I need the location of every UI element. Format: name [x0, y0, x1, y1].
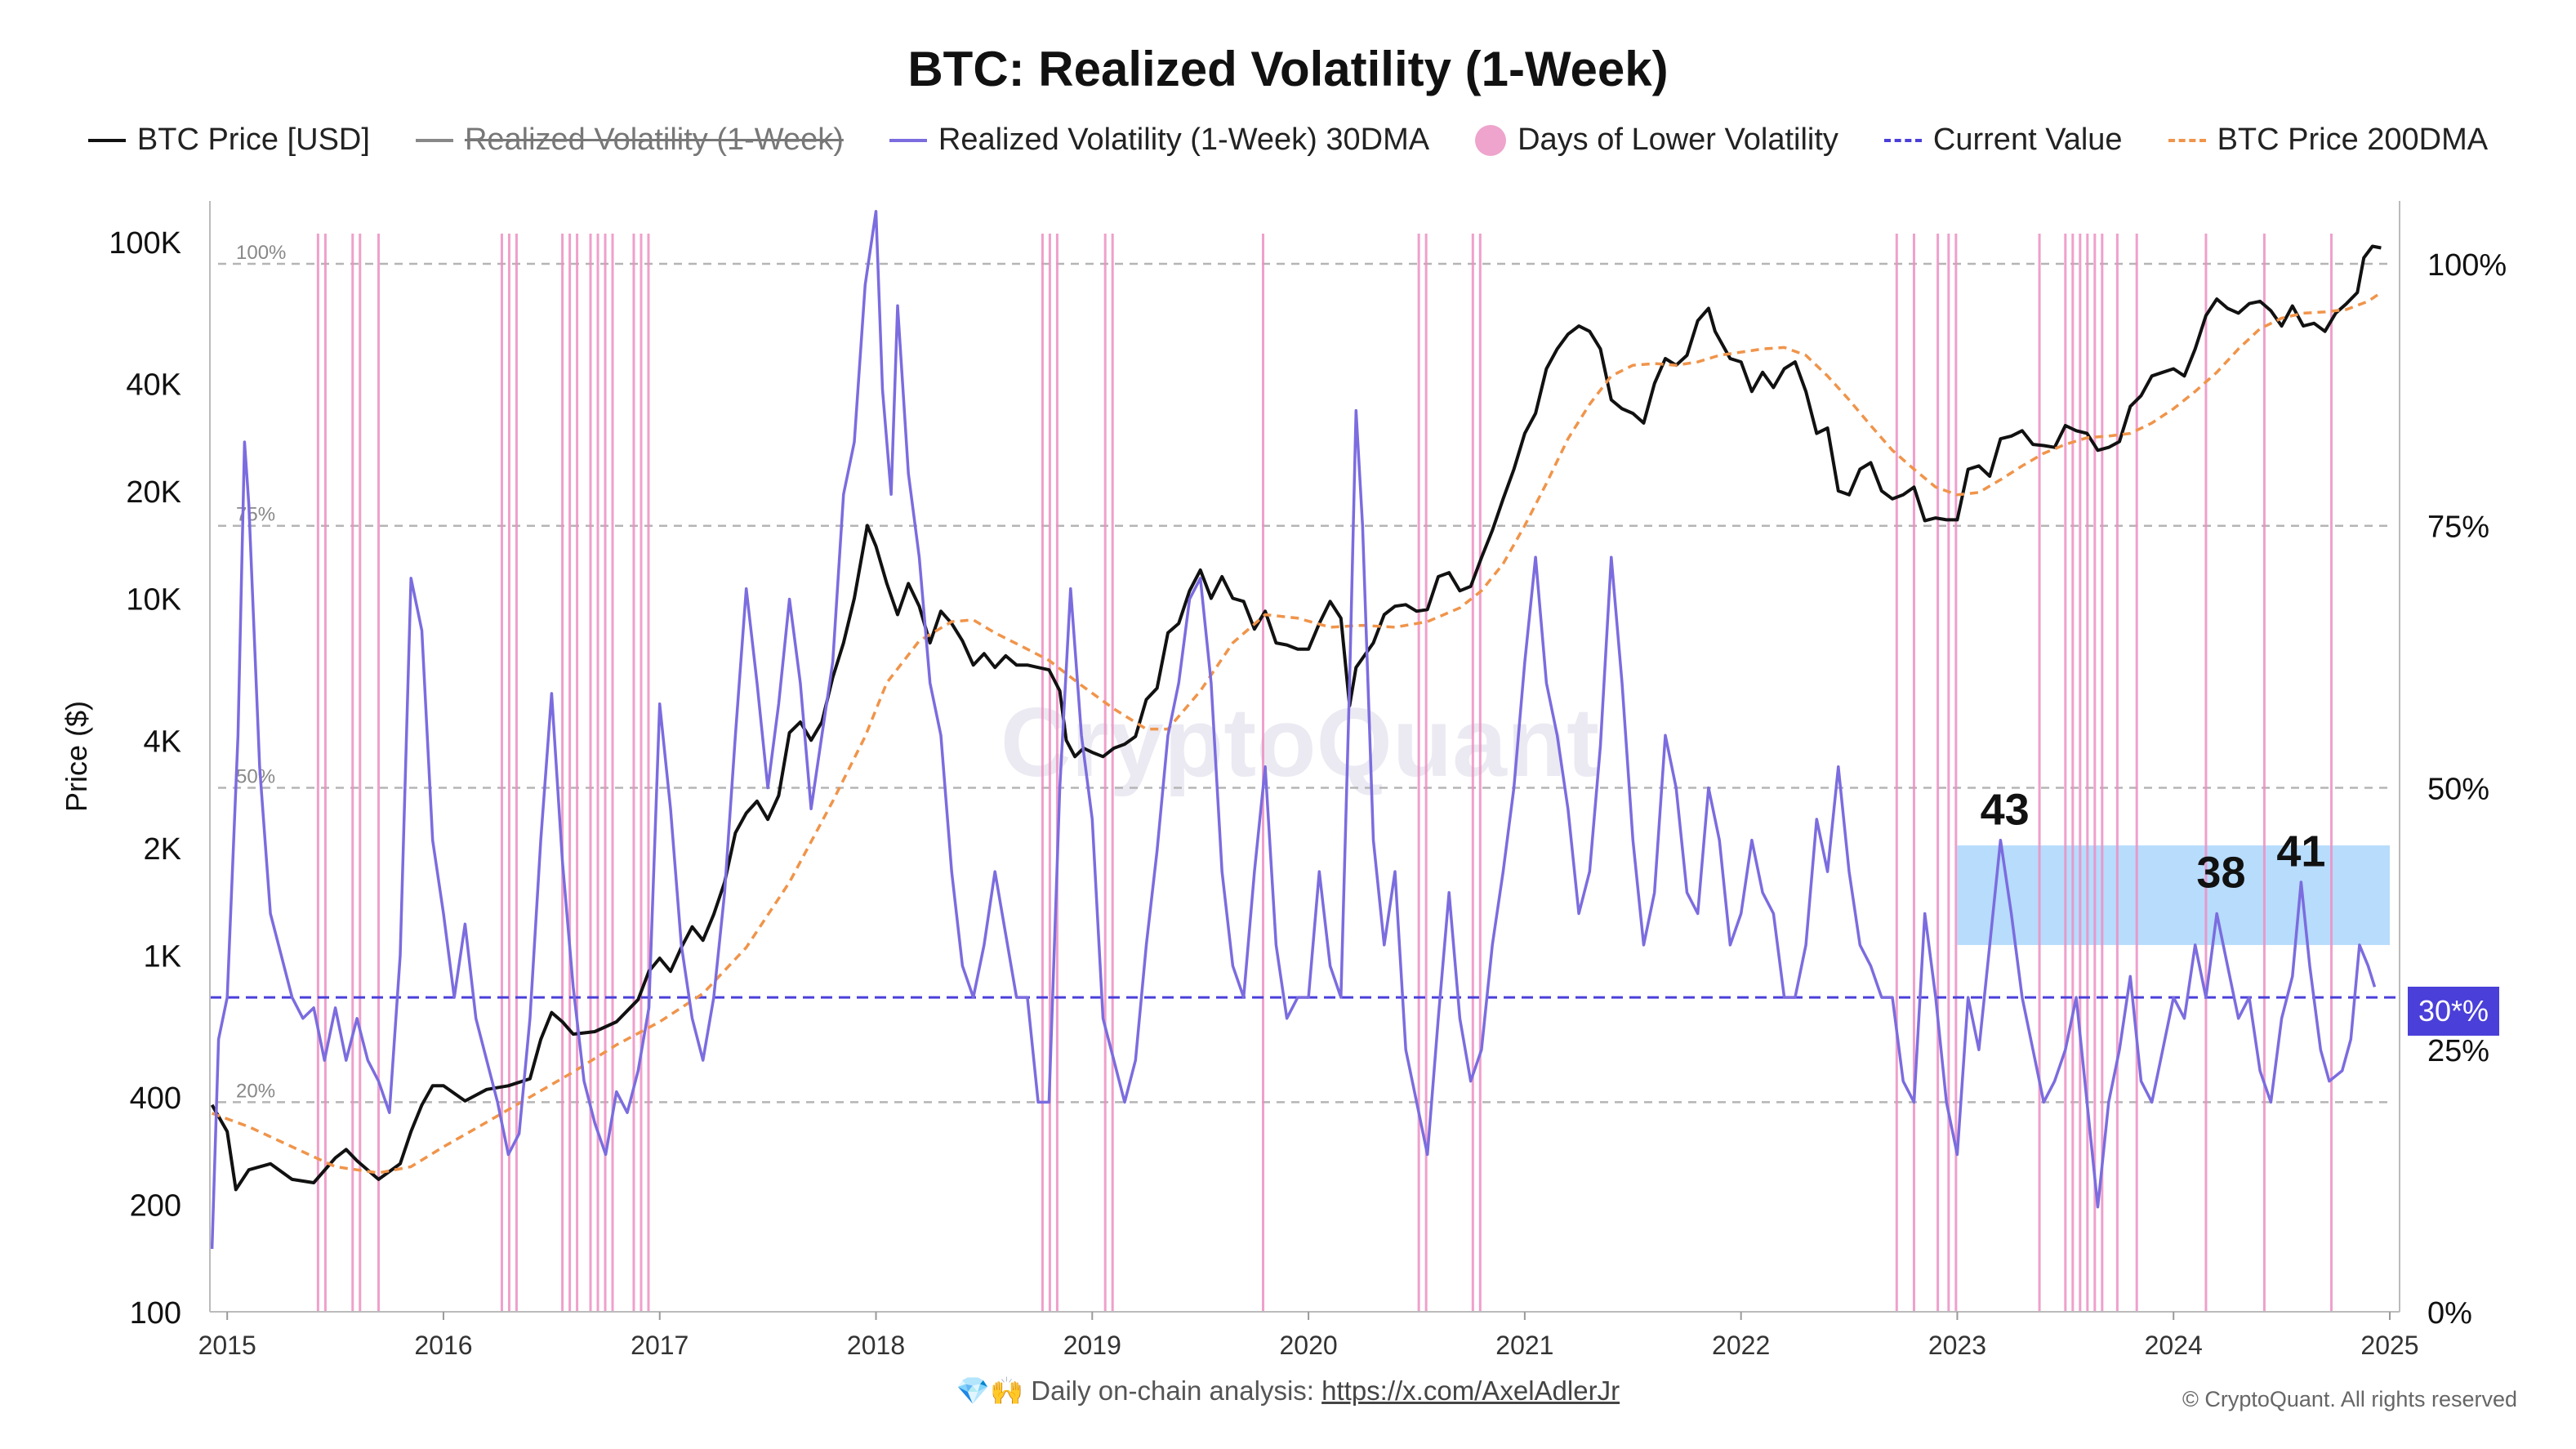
- chart-title: BTC: Realized Volatility (1-Week): [907, 42, 1669, 96]
- y-left-tick-label: 100: [130, 1296, 181, 1331]
- annotation-layer: 43 38 41: [1981, 785, 2326, 897]
- watermark: CryptoQuant: [1001, 688, 1599, 797]
- y-right-tick-label: 50%: [2427, 772, 2489, 806]
- x-tick-label: 2020: [1279, 1331, 1337, 1360]
- footer-link[interactable]: https://x.com/AxelAdlerJr: [1321, 1375, 1620, 1406]
- reference-line-label: 50%: [236, 765, 275, 787]
- y-left-tick-label: 1K: [144, 939, 181, 974]
- x-tick-label: 2016: [414, 1331, 472, 1360]
- y-left-tick-label: 100K: [109, 226, 181, 261]
- y-left-tick-label: 20K: [126, 475, 181, 510]
- legend-item-volatility-30dma[interactable]: Realized Volatility (1-Week) 30DMA: [889, 123, 1429, 158]
- x-tick-label: 2015: [198, 1331, 256, 1360]
- legend-swatch: [2168, 138, 2206, 142]
- legend-label: Realized Volatility (1-Week): [464, 123, 844, 157]
- y-left-tick-label: 2K: [144, 832, 181, 867]
- y-axis-label: Price ($): [60, 701, 93, 812]
- current-value-badge: 30*%: [2408, 987, 2499, 1036]
- highlight-band: [1957, 845, 2390, 945]
- btc-price-line: [210, 244, 2382, 1192]
- x-tick-label: 2022: [1712, 1331, 1770, 1360]
- legend-label: Days of Lower Volatility: [1518, 123, 1838, 157]
- axis-layer: 100 200 400 1K 2K 4K 10K 20K 40K 100K 0% 25% 50% 75% 1…: [60, 201, 2507, 1360]
- y-left-tick-label: 400: [130, 1081, 181, 1116]
- legend-swatch: [889, 138, 927, 142]
- annotation-label: 38: [2196, 848, 2245, 897]
- annotation-label: 41: [2276, 827, 2325, 876]
- legend-label: Realized Volatility (1-Week) 30DMA: [938, 123, 1430, 157]
- copyright: © CryptoQuant. All rights reserved: [2182, 1387, 2517, 1411]
- x-tick-label: 2025: [2360, 1331, 2418, 1360]
- legend-swatch: [87, 138, 126, 142]
- legend-label: BTC Price 200DMA: [2217, 123, 2489, 157]
- x-tick-label: 2023: [1928, 1331, 1986, 1360]
- y-right-tick-label: 0%: [2427, 1296, 2472, 1331]
- series-layer: [210, 210, 2400, 1250]
- legend: BTC Price [USD] Realized Volatility (1-W…: [0, 123, 2576, 158]
- legend-item-lower-volatility-days[interactable]: Days of Lower Volatility: [1475, 123, 1838, 158]
- x-tick-label: 2024: [2145, 1331, 2203, 1360]
- legend-label: BTC Price [USD]: [136, 123, 370, 157]
- y-right-tick-label: 75%: [2427, 510, 2489, 545]
- x-tick-label: 2018: [847, 1331, 905, 1360]
- legend-item-current-value[interactable]: Current Value: [1883, 123, 2123, 158]
- y-right-tick-label: 100%: [2427, 248, 2507, 283]
- legend-swatch: [415, 138, 453, 142]
- reference-line-label: 100%: [236, 242, 286, 264]
- y-left-tick-label: 200: [130, 1189, 181, 1224]
- x-tick-label: 2021: [1495, 1331, 1553, 1360]
- y-left-tick-label: 4K: [144, 724, 181, 759]
- legend-swatch: [1883, 138, 1922, 142]
- y-left-tick-label: 10K: [126, 583, 181, 617]
- annotation-label: 43: [1981, 785, 2030, 834]
- footer: 💎🙌 Daily on-chain analysis: https://x.co…: [0, 1375, 2576, 1407]
- volatility-30dma-line: [210, 210, 2377, 1250]
- legend-swatch: [1475, 124, 1507, 156]
- y-right-tick-label: 25%: [2427, 1034, 2489, 1068]
- highlight-band-layer: [1957, 845, 2390, 945]
- footer-text: Daily on-chain analysis:: [1031, 1375, 1314, 1406]
- reference-line-label: 20%: [236, 1080, 275, 1102]
- x-tick-label: 2019: [1063, 1331, 1121, 1360]
- legend-item-realized-volatility[interactable]: Realized Volatility (1-Week): [415, 123, 844, 158]
- x-tick-label: 2017: [631, 1331, 689, 1360]
- legend-item-btc-price[interactable]: BTC Price [USD]: [87, 123, 370, 158]
- legend-item-btc-price-200dma[interactable]: BTC Price 200DMA: [2168, 123, 2489, 158]
- legend-label: Current Value: [1932, 123, 2123, 157]
- y-left-tick-label: 40K: [126, 368, 181, 403]
- btc-price-200dma-line: [211, 291, 2382, 1175]
- lower-volatility-layer: [316, 234, 2333, 1312]
- gems-emoji: 💎🙌: [956, 1375, 1024, 1406]
